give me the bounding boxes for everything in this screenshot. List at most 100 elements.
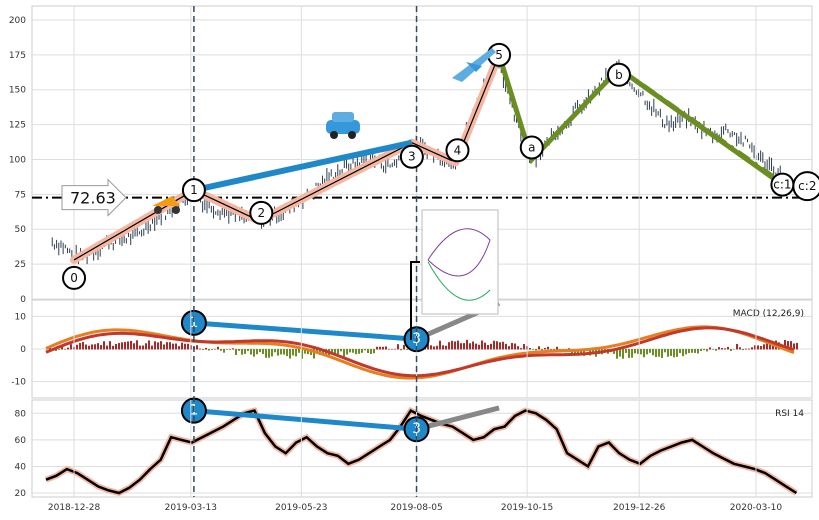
macd-histogram-bar <box>439 340 442 350</box>
macd-histogram-bar <box>331 349 334 354</box>
y-tick-label: 200 <box>9 16 26 26</box>
y-tick-label: 150 <box>9 86 26 96</box>
macd-histogram-bar <box>532 349 535 350</box>
macd-histogram-bar <box>577 349 580 356</box>
macd-histogram-bar <box>469 343 472 350</box>
macd-histogram-bar <box>784 339 787 350</box>
macd-histogram-bar <box>613 349 616 354</box>
macd-histogram-bar <box>187 343 190 350</box>
macd-histogram-bar <box>502 341 505 350</box>
macd-histogram-bar <box>736 343 739 350</box>
macd-histogram-bar <box>205 347 208 350</box>
y-tick-label: 25 <box>15 260 26 270</box>
macd-histogram-bar <box>436 345 439 350</box>
macd-histogram-bar <box>82 341 85 350</box>
macd-histogram-bar <box>358 349 361 354</box>
macd-histogram-bar <box>763 344 766 350</box>
wave-marker <box>249 200 274 225</box>
macd-histogram-bar <box>313 349 316 359</box>
car-icon <box>332 112 354 122</box>
macd-histogram-bar <box>661 349 664 358</box>
macd-histogram-bar <box>442 345 445 350</box>
macd-histogram-bar <box>460 343 463 350</box>
macd-histogram-bar <box>712 348 715 350</box>
macd-histogram-bar <box>619 349 622 357</box>
macd-histogram-bar <box>178 346 181 350</box>
rsi-line <box>45 408 798 495</box>
macd-histogram-bar <box>448 342 451 350</box>
macd-histogram-bar <box>118 343 121 350</box>
trend-line-1-3 <box>193 139 413 194</box>
macd-histogram-bar <box>715 349 718 351</box>
macd-histogram-bar <box>760 346 763 350</box>
macd-histogram-bar <box>370 349 373 355</box>
macd-histogram-bar <box>463 343 466 350</box>
macd-histogram-bar <box>241 349 244 355</box>
macd-histogram-bar <box>706 349 709 352</box>
rsi-divergence-extension-line <box>415 405 500 432</box>
macd-histogram-bar <box>67 347 70 350</box>
macd-histogram-bar <box>283 349 286 355</box>
macd-histogram-bar <box>352 349 355 353</box>
macd-histogram-bar <box>496 341 499 350</box>
macd-histogram-bar <box>667 349 670 357</box>
macd-histogram-bar <box>622 349 625 359</box>
price-level-label: 72.63 <box>70 189 116 208</box>
macd-histogram-bar <box>397 344 400 350</box>
x-tick-label: 2019-10-15 <box>501 503 553 513</box>
wave-marker <box>792 171 819 202</box>
macd-histogram-bar <box>454 341 457 350</box>
x-tick-label: 2018-12-28 <box>48 503 101 513</box>
macd-histogram-bar <box>157 342 160 350</box>
impulse-wave-line <box>259 142 413 222</box>
macd-histogram-bar <box>739 347 742 350</box>
macd-histogram-bar <box>544 347 547 350</box>
macd-histogram-bar <box>76 344 79 350</box>
y-tick-label: 60 <box>15 436 27 446</box>
macd-histogram-bar <box>433 346 436 350</box>
macd-histogram-bar <box>289 349 292 359</box>
macd-histogram-bar <box>541 349 544 351</box>
macd-histogram-bar <box>322 349 325 356</box>
macd-histogram-bar <box>196 345 199 350</box>
macd-histogram-bar <box>163 344 166 350</box>
x-tick-label: 2019-05-23 <box>275 503 327 513</box>
macd-histogram-bar <box>61 345 64 350</box>
macd-histogram-bar <box>727 346 730 350</box>
macd-histogram-bar <box>214 348 217 350</box>
macd-histogram-bar <box>112 345 115 350</box>
macd-histogram-bar <box>154 341 157 350</box>
macd-histogram-bar <box>673 349 676 358</box>
macd-histogram-bar <box>445 345 448 350</box>
macd-histogram-bar <box>427 344 430 350</box>
macd-histogram-bar <box>253 349 256 357</box>
macd-histogram-bar <box>685 349 688 355</box>
wave-label: 4 <box>454 143 462 157</box>
macd-histogram-bar <box>349 349 352 353</box>
car-icon <box>330 131 338 139</box>
macd-histogram-bar <box>679 349 682 354</box>
rsi-divergence-line <box>193 408 417 432</box>
wave-label: b <box>615 68 623 82</box>
macd-histogram-bar <box>748 348 751 350</box>
macd-histogram-bar <box>340 349 343 352</box>
macd-histogram-bar <box>133 343 136 350</box>
macd-histogram-bar <box>64 348 67 350</box>
macd-histogram-bar <box>124 341 127 350</box>
macd-histogram-bar <box>646 349 649 355</box>
macd-histogram-bar <box>304 349 307 354</box>
wave-label: 0 <box>70 271 78 285</box>
macd-histogram-bar <box>142 345 145 350</box>
macd-histogram-bar <box>562 349 565 350</box>
macd-histogram-bar <box>292 349 295 356</box>
inset-thumbnail <box>421 209 499 315</box>
macd-histogram-bar <box>208 349 211 351</box>
macd-histogram-bar <box>169 342 172 350</box>
macd-histogram-bar <box>136 340 139 350</box>
wave-marker <box>606 62 631 87</box>
macd-histogram-bar <box>430 345 433 350</box>
wave-label: 2 <box>257 206 265 220</box>
x-tick-label: 2019-12-26 <box>613 503 666 513</box>
macd-histogram-bar <box>556 346 559 350</box>
